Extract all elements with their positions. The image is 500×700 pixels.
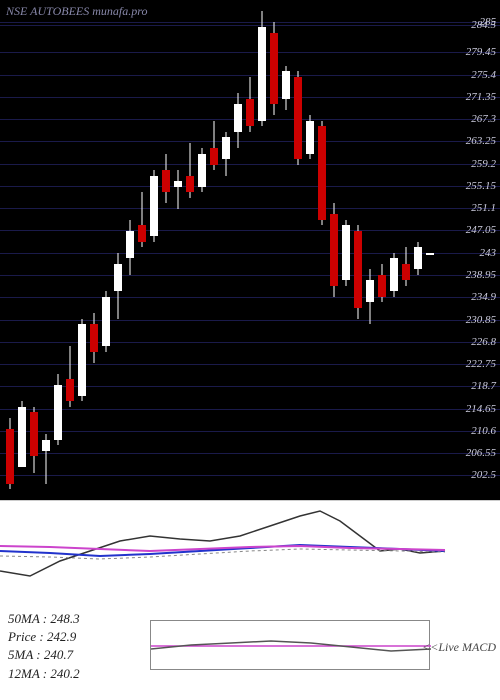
candle — [30, 0, 38, 500]
candle — [378, 0, 386, 500]
chart-container: NSE AUTOBEES munafa.pro 202.5 206.55 210.6… — [0, 0, 500, 700]
candle — [102, 0, 110, 500]
y-tick-label: 243 — [480, 247, 497, 259]
indicator-panel — [0, 500, 500, 590]
y-tick-label: 247.05 — [466, 224, 496, 236]
candle — [42, 0, 50, 500]
ma50-stat: 50MA : 248.3 — [8, 610, 80, 628]
y-tick-label: 222.75 — [466, 358, 496, 370]
candle — [234, 0, 242, 500]
candle — [78, 0, 86, 500]
candle — [402, 0, 410, 500]
candle — [54, 0, 62, 500]
candle — [174, 0, 182, 500]
candle — [18, 0, 26, 500]
candle — [414, 0, 422, 500]
candle — [186, 0, 194, 500]
y-tick-label: 251.1 — [471, 202, 496, 214]
price-stat: Price : 242.9 — [8, 628, 80, 646]
macd-lines — [151, 621, 431, 671]
chart-title: NSE AUTOBEES munafa.pro — [6, 4, 147, 19]
macd-inset-box — [150, 620, 430, 670]
candle — [150, 0, 158, 500]
y-tick-label: 238.95 — [466, 269, 496, 281]
macd-panel: 50MA : 248.3 Price : 242.9 5MA : 240.7 1… — [0, 590, 500, 700]
indicator-lines — [0, 501, 500, 590]
y-tick-label: 214.65 — [466, 403, 496, 415]
y-tick-label: 279.45 — [466, 46, 496, 58]
candle — [258, 0, 266, 500]
candle — [282, 0, 290, 500]
macd-label: <<Live MACD — [422, 640, 496, 655]
candle — [342, 0, 350, 500]
y-tick-label: 202.5 — [471, 469, 496, 481]
y-tick-label: 210.6 — [471, 425, 496, 437]
y-tick-label: 271.35 — [466, 91, 496, 103]
candle — [198, 0, 206, 500]
candle — [306, 0, 314, 500]
candle — [222, 0, 230, 500]
ma12-stat: 12MA : 240.2 — [8, 665, 80, 683]
candle — [210, 0, 218, 500]
y-tick-label: 259.2 — [471, 158, 496, 170]
candle — [330, 0, 338, 500]
candle — [114, 0, 122, 500]
y-tick-label: 218.7 — [471, 380, 496, 392]
candle — [90, 0, 98, 500]
y-tick-label: 255.15 — [466, 180, 496, 192]
candle-area — [0, 0, 445, 500]
indicator-line — [0, 511, 445, 576]
candle — [426, 0, 434, 500]
y-tick-label: 267.3 — [471, 113, 496, 125]
candle — [294, 0, 302, 500]
y-tick-label: 230.85 — [466, 314, 496, 326]
y-tick-label: 226.8 — [471, 336, 496, 348]
candle — [270, 0, 278, 500]
stats-block: 50MA : 248.3 Price : 242.9 5MA : 240.7 1… — [8, 610, 80, 683]
candlestick-chart: NSE AUTOBEES munafa.pro 202.5 206.55 210.6… — [0, 0, 500, 500]
candle — [318, 0, 326, 500]
y-tick-label: 263.25 — [466, 135, 496, 147]
y-tick-label: 234.9 — [471, 291, 496, 303]
candle — [366, 0, 374, 500]
candle — [246, 0, 254, 500]
y-tick-label: 275.4 — [471, 69, 496, 81]
ma5-stat: 5MA : 240.7 — [8, 646, 80, 664]
candle — [390, 0, 398, 500]
y-tick-label: 285 — [480, 16, 497, 28]
candle — [162, 0, 170, 500]
candle — [138, 0, 146, 500]
candle — [66, 0, 74, 500]
y-tick-label: 206.55 — [466, 447, 496, 459]
candle — [6, 0, 14, 500]
candle — [126, 0, 134, 500]
candle — [354, 0, 362, 500]
